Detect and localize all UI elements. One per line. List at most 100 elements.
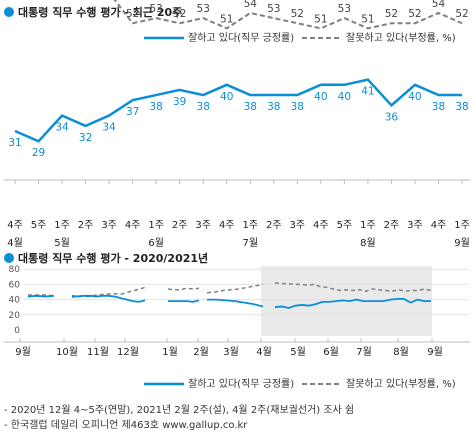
top-week-tick-label: 3주: [407, 220, 423, 231]
bottom-approve-line: [71, 294, 146, 303]
bottom-y-tick-label: 80: [9, 265, 21, 275]
top-approve-data-label: 34: [55, 122, 69, 134]
approve-line-swatch-icon: [144, 36, 184, 40]
top-legend-disapprove: 잘못하고 있다(부정률, %): [302, 29, 456, 44]
top-week-tick-label: 4주: [313, 220, 329, 231]
top-week-tick-label: 2주: [78, 220, 94, 231]
bottom-legend-disapprove-label: 잘못하고 있다(부정률, %): [346, 379, 456, 390]
bottom-y-tick-label: 60: [9, 280, 21, 290]
top-week-tick-label: 4주: [7, 220, 23, 231]
disapprove-line-swatch-icon: [302, 37, 342, 39]
top-approve-data-label: 40: [338, 91, 351, 103]
top-disapprove-data-label: 52: [173, 8, 186, 20]
bottom-chart-title: 대통령 직무 수행 평가 - 2020/2021년: [4, 250, 208, 266]
top-week-tick-label: 2주: [172, 220, 188, 231]
top-week-tick-label: 1주: [54, 220, 70, 231]
top-chart-title: 대통령 직무 수행 평가 - 최근 20주: [4, 4, 182, 20]
top-week-tick-label: 4주: [431, 220, 447, 231]
top-week-tick-label: 2주: [266, 220, 282, 231]
top-week-tick-label: 5주: [31, 220, 47, 231]
bottom-month-tick-label: 12월: [117, 346, 139, 358]
bottom-month-tick-label: 7월: [356, 346, 372, 358]
bottom-approve-line: [207, 298, 264, 308]
top-month-tick-label: 7월: [242, 237, 258, 249]
bottom-y-tick-label: 20: [9, 311, 21, 321]
top-week-tick-label: 4주: [219, 220, 235, 231]
approve-line-swatch-icon: [144, 382, 184, 386]
top-week-tick-label: 3주: [195, 220, 211, 231]
top-approve-data-label: 38: [267, 101, 280, 113]
top-disapprove-data-label: 53: [197, 3, 210, 15]
bottom-month-tick-label: 4월: [256, 346, 272, 358]
top-month-tick-label: 9월: [454, 237, 470, 249]
top-approve-data-label: 38: [244, 101, 257, 113]
top-disapprove-data-label: 51: [314, 13, 327, 25]
top-approve-data-label: 32: [79, 132, 92, 144]
top-month-tick-label: 8월: [360, 237, 376, 249]
top-approve-data-label: 40: [408, 91, 421, 103]
bullet-icon: [4, 7, 14, 17]
top-week-tick-label: 1주: [360, 220, 376, 231]
bottom-disapprove-line: [167, 287, 200, 291]
bottom-month-tick-label: 3월: [223, 346, 239, 358]
bottom-month-tick-label: 9월: [15, 346, 31, 358]
bottom-month-tick-label: 5월: [290, 346, 306, 358]
top-month-tick-label: 5월: [54, 237, 70, 249]
bottom-month-tick-label: 8월: [393, 346, 409, 358]
top-disapprove-data-label: 53: [149, 3, 162, 15]
top-approve-data-label: 38: [291, 101, 304, 113]
top-approve-data-label: 38: [455, 101, 468, 113]
footnote-2: - 한국갤럽 데일리 오피니언 제463호 www.gallup.co.kr: [4, 420, 248, 431]
bottom-approve-line: [168, 299, 200, 303]
bottom-approve-line: [27, 294, 55, 298]
bottom-approve-line: [274, 297, 431, 309]
top-approve-data-label: 38: [197, 101, 210, 113]
top-legend-disapprove-label: 잘못하고 있다(부정률, %): [346, 33, 456, 44]
bottom-disapprove-line: [274, 282, 432, 293]
top-week-tick-label: 5주: [337, 220, 353, 231]
bullet-icon: [4, 253, 14, 263]
top-week-tick-label: 4주: [125, 220, 141, 231]
bottom-month-tick-label: 1월: [162, 346, 178, 358]
top-month-tick-label: 4월: [7, 237, 23, 249]
top-disapprove-data-label: 52: [291, 8, 304, 20]
footnote-1: - 2020년 12월 4~5주(연말), 2021년 2월 2주(설), 4월…: [4, 405, 355, 416]
top-week-tick-label: 1주: [242, 220, 258, 231]
top-approve-data-label: 38: [149, 101, 162, 113]
top-approve-data-label: 31: [8, 137, 21, 149]
bottom-disapprove-line: [206, 283, 264, 294]
top-disapprove-data-label: 52: [408, 8, 421, 20]
bottom-disapprove-line: [71, 286, 146, 299]
top-approve-data-label: 40: [314, 91, 327, 103]
top-legend-approve-label: 잘하고 있다(직무 긍정률): [188, 33, 295, 44]
top-approve-data-label: 41: [361, 86, 374, 98]
bottom-month-tick-label: 9월: [427, 346, 443, 358]
top-approve-data-label: 29: [32, 147, 45, 159]
top-week-tick-label: 1주: [454, 220, 470, 231]
top-disapprove-data-label: 52: [455, 8, 468, 20]
bottom-chart-title-text: 대통령 직무 수행 평가 - 2020/2021년: [18, 252, 209, 265]
top-chart-title-text: 대통령 직무 수행 평가 - 최근 20주: [18, 6, 183, 19]
top-approve-data-label: 39: [173, 96, 186, 108]
top-disapprove-data-label: 54: [432, 0, 446, 10]
top-week-tick-label: 1주: [148, 220, 164, 231]
bottom-legend-disapprove: 잘못하고 있다(부정률, %): [302, 375, 456, 390]
top-disapprove-data-label: 53: [267, 3, 280, 15]
top-week-tick-label: 3주: [101, 220, 117, 231]
top-disapprove-line: [113, 0, 463, 30]
top-disapprove-data-label: 54: [244, 0, 258, 10]
top-legend-approve: 잘하고 있다(직무 긍정률): [144, 29, 294, 44]
bottom-month-tick-label: 11월: [87, 346, 109, 358]
bottom-legend-approve-label: 잘하고 있다(직무 긍정률): [188, 379, 295, 390]
top-disapprove-data-label: 52: [385, 8, 398, 20]
top-approve-data-label: 37: [126, 106, 139, 118]
top-disapprove-data-label: 51: [361, 13, 374, 25]
top-disapprove-data-label: 52: [126, 8, 139, 20]
top-approve-data-label: 40: [220, 91, 233, 103]
top-week-tick-label: 2주: [384, 220, 400, 231]
bottom-month-tick-label: 2월: [193, 346, 209, 358]
bottom-y-tick-label: 40: [9, 296, 21, 306]
top-approve-data-label: 38: [432, 101, 445, 113]
